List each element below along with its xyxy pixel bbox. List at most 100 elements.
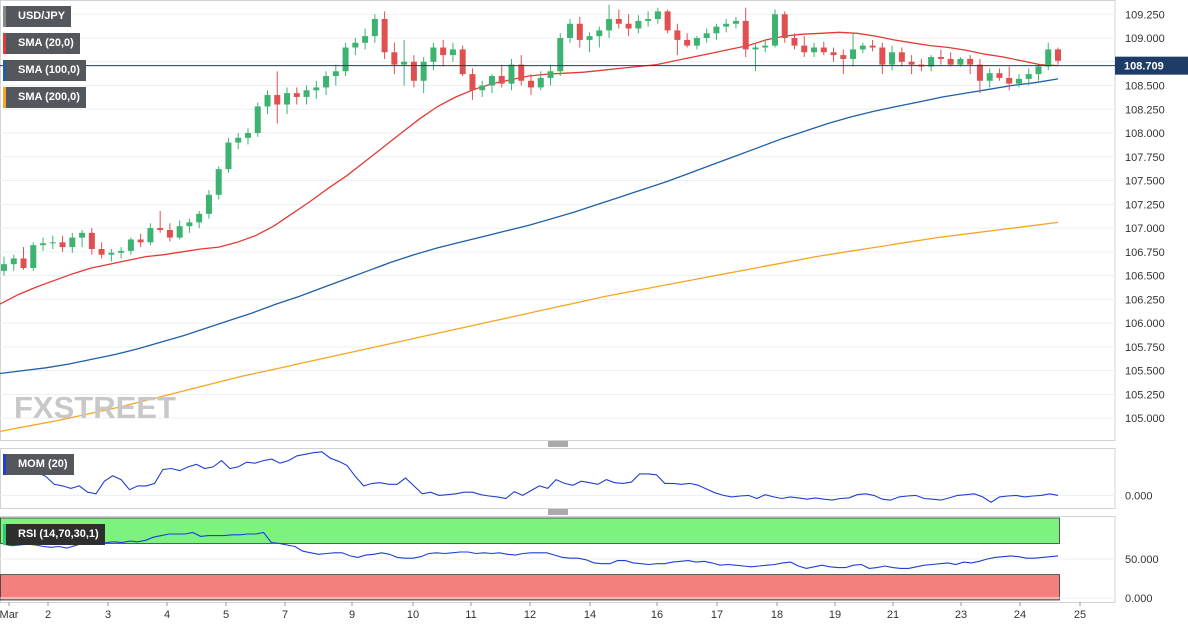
- candle-body: [859, 45, 866, 50]
- price-tick-label: 108.500: [1125, 81, 1165, 93]
- date-tick-label: 17: [711, 609, 723, 621]
- sma-20-path: [0, 31, 1059, 305]
- candle-body: [830, 52, 837, 56]
- legend-rsi: RSI (14,70,30,1): [3, 524, 105, 545]
- sma-200-path: [0, 221, 1059, 433]
- candle-body: [488, 76, 495, 86]
- candle-body: [723, 23, 730, 27]
- price-axis: 105.000 105.250 105.500 105.750 106.000 106.2…: [1125, 9, 1165, 425]
- candle-body: [498, 76, 505, 84]
- candle-body: [176, 226, 183, 238]
- fxstreet-watermark: FXSTREET: [14, 390, 176, 425]
- candle-body: [811, 47, 818, 53]
- rsi-oversold-zone: [0, 574, 1060, 601]
- price-tick-label: 107.250: [1125, 199, 1165, 211]
- candle-body: [284, 93, 291, 105]
- sma-200-line: [0, 221, 1059, 433]
- candle-body: [40, 243, 47, 246]
- candle-body: [225, 142, 232, 170]
- candle-body: [615, 19, 622, 24]
- date-tick-label: 7: [282, 609, 288, 621]
- date-tick-label: 19: [829, 609, 841, 621]
- candle-body: [957, 58, 964, 65]
- candle-body: [391, 52, 398, 65]
- candle-body: [459, 49, 466, 75]
- candle-body: [323, 76, 330, 88]
- candle-body: [342, 47, 349, 72]
- candle-body: [791, 38, 798, 46]
- rsi-path: [3, 531, 1059, 569]
- candle-body: [762, 45, 769, 48]
- candle-body: [693, 38, 700, 46]
- candle-body: [196, 213, 203, 223]
- candle-body: [547, 71, 554, 78]
- candle-body: [1045, 49, 1052, 67]
- candle-body: [518, 64, 525, 81]
- date-tick-label: 2: [45, 609, 51, 621]
- candle-body: [420, 61, 427, 81]
- legend-symbol: USD/JPY: [3, 6, 72, 27]
- candle-body: [879, 47, 886, 65]
- candle-body: [352, 42, 359, 48]
- rsi-panel: 50.000 0.000: [0, 517, 1159, 605]
- price-panel-frame: [0, 0, 1116, 441]
- candles: [1, 4, 1061, 276]
- rsi-overbought-zone: [0, 517, 1060, 544]
- candle-body: [1015, 78, 1022, 84]
- candle-body: [947, 58, 954, 65]
- candle-body: [664, 11, 671, 31]
- price-tick-label: 107.750: [1125, 152, 1165, 164]
- date-tick-label: 24: [1014, 609, 1026, 621]
- candle-body: [1035, 66, 1042, 75]
- candle-body: [898, 52, 905, 62]
- candle-body: [713, 26, 720, 34]
- date-tick-label: 21: [887, 609, 899, 621]
- legend-sma-200: SMA (200,0): [3, 87, 86, 108]
- date-axis: Mar 2 3 4 5 7 9 10 11 12 14 16 17 18 19 21 23 24 25: [0, 602, 1086, 621]
- price-tick-label: 108.000: [1125, 128, 1165, 140]
- candle-body: [752, 47, 759, 50]
- candle-body: [303, 90, 310, 97]
- candle-body: [528, 80, 534, 88]
- candle-body: [606, 19, 613, 31]
- candle-body: [108, 252, 115, 255]
- date-tick-label: 25: [1074, 609, 1086, 621]
- candle-body: [986, 73, 993, 81]
- candle-body: [781, 14, 788, 39]
- candle-body: [332, 71, 339, 77]
- candle-body: [557, 38, 564, 72]
- date-tick-label: 3: [105, 609, 111, 621]
- candle-body: [313, 87, 320, 91]
- candle-body: [576, 23, 583, 40]
- price-tick-label: 107.500: [1125, 176, 1165, 188]
- candle-body: [850, 49, 857, 59]
- candle-body: [645, 19, 652, 21]
- candle-body: [205, 194, 212, 214]
- candle-body: [625, 23, 632, 29]
- candle-body: [1055, 49, 1061, 61]
- candle-body: [928, 57, 935, 67]
- panel-resize-handles[interactable]: [548, 441, 568, 515]
- candle-body: [996, 73, 1003, 78]
- momentum-panel: 0.000: [0, 451, 1153, 503]
- candle-body: [79, 232, 86, 238]
- price-tick-label: 105.500: [1125, 366, 1165, 378]
- candle-body: [537, 77, 544, 88]
- candle-body: [801, 45, 808, 53]
- momentum-panel-frame: [0, 448, 1116, 509]
- candle-body: [186, 222, 193, 227]
- candle-body: [59, 242, 66, 248]
- candle-body: [244, 133, 251, 138]
- price-tick-label: 106.000: [1125, 318, 1165, 330]
- candle-body: [567, 23, 574, 39]
- candle-body: [430, 47, 437, 62]
- legend-momentum: MOM (20): [3, 454, 74, 475]
- price-tick-label: 108.250: [1125, 104, 1165, 116]
- candle-body: [771, 14, 778, 46]
- candle-body: [508, 64, 515, 84]
- candle-body: [635, 20, 642, 29]
- candle-body: [869, 45, 876, 48]
- candle-body: [147, 228, 154, 243]
- date-tick-label: 11: [465, 609, 476, 621]
- sma-20-line: [0, 31, 1059, 305]
